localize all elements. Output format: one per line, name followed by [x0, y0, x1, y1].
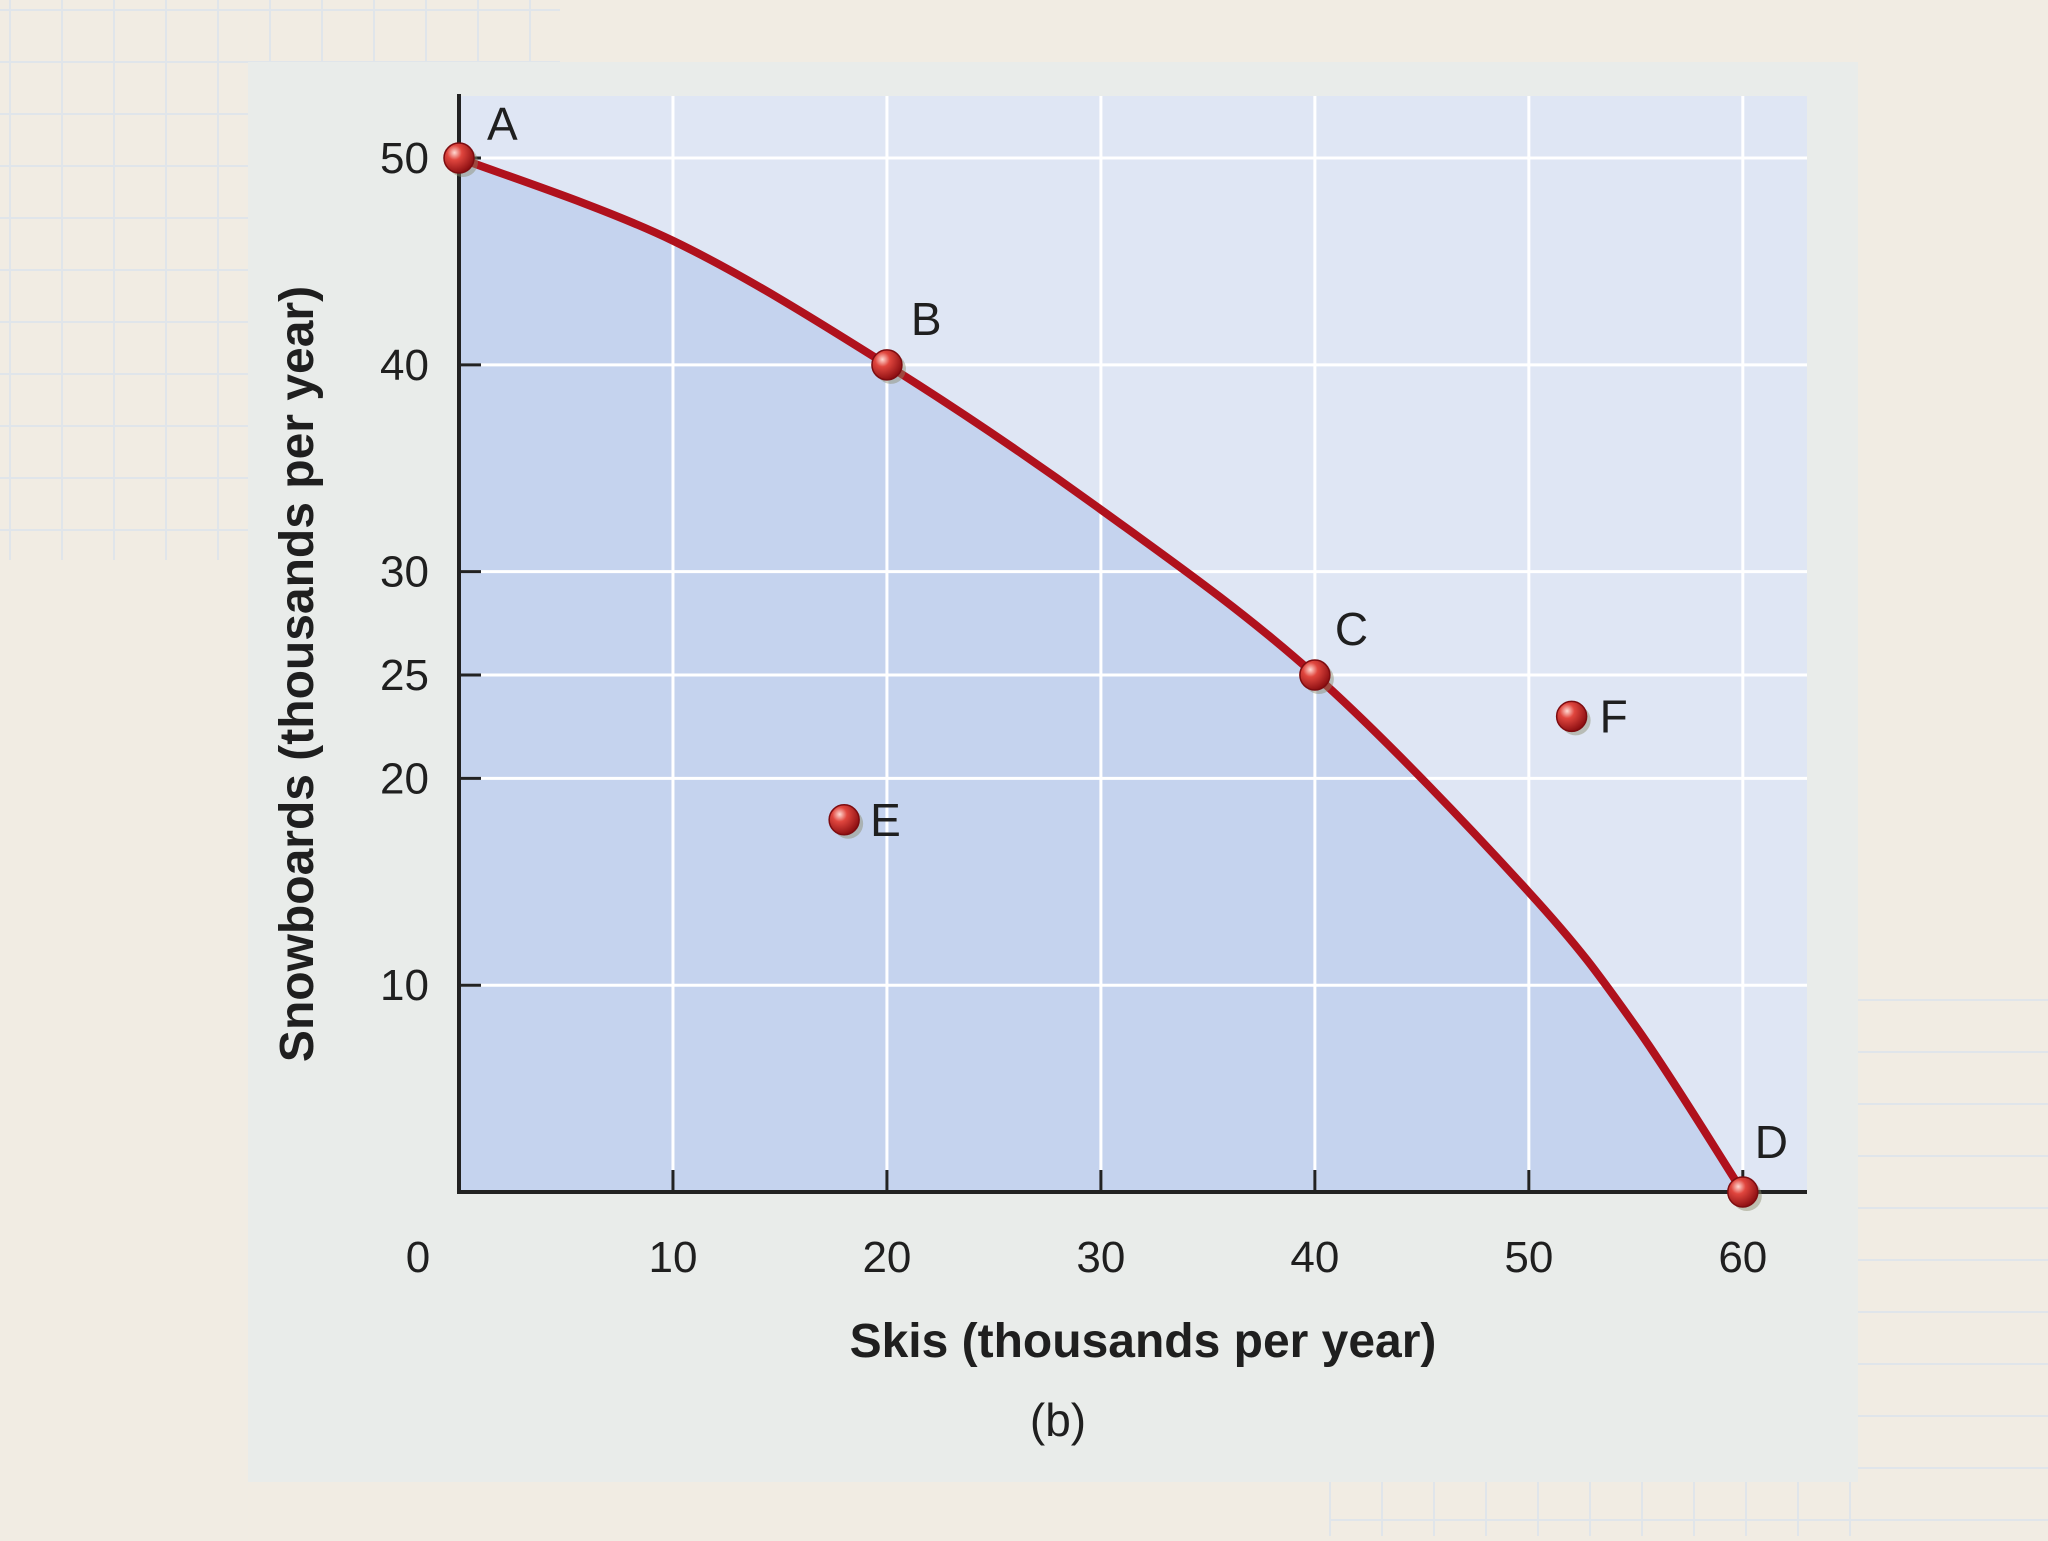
- point-f: [1555, 700, 1588, 733]
- point-label-f: F: [1600, 690, 1628, 742]
- y-tick-label: 20: [380, 754, 429, 803]
- ppf-curve: [455, 154, 1747, 1196]
- point-a: [443, 142, 475, 174]
- y-tick-label: 10: [380, 961, 429, 1010]
- point-label-b: B: [911, 293, 942, 345]
- x-tick-label: 10: [648, 1233, 697, 1282]
- point-e: [828, 804, 860, 836]
- point-label-a: A: [487, 98, 518, 150]
- origin-label: 0: [406, 1233, 430, 1282]
- point-label-e: E: [870, 794, 901, 846]
- x-tick-label: 20: [862, 1233, 911, 1282]
- x-tick-label: 30: [1076, 1233, 1125, 1282]
- y-tick-label: 30: [380, 548, 429, 597]
- point-d: [1727, 1176, 1759, 1208]
- x-tick-label: 40: [1290, 1233, 1339, 1282]
- y-tick-label: 25: [380, 651, 429, 700]
- x-axis-label: Skis (thousands per year): [850, 1315, 1437, 1368]
- point-label-d: D: [1755, 1116, 1788, 1168]
- x-tick-label: 60: [1718, 1233, 1767, 1282]
- y-tick-label: 50: [380, 134, 429, 183]
- point-b: [871, 349, 903, 381]
- point-label-c: C: [1335, 603, 1368, 655]
- y-axis-label: Snowboards (thousands per year): [271, 286, 324, 1062]
- y-tick-label: 40: [380, 341, 429, 390]
- gridlines: [459, 96, 1807, 1192]
- x-tick-label: 50: [1504, 1233, 1553, 1282]
- figure-caption: (b): [1030, 1394, 1086, 1446]
- point-c: [1299, 659, 1331, 691]
